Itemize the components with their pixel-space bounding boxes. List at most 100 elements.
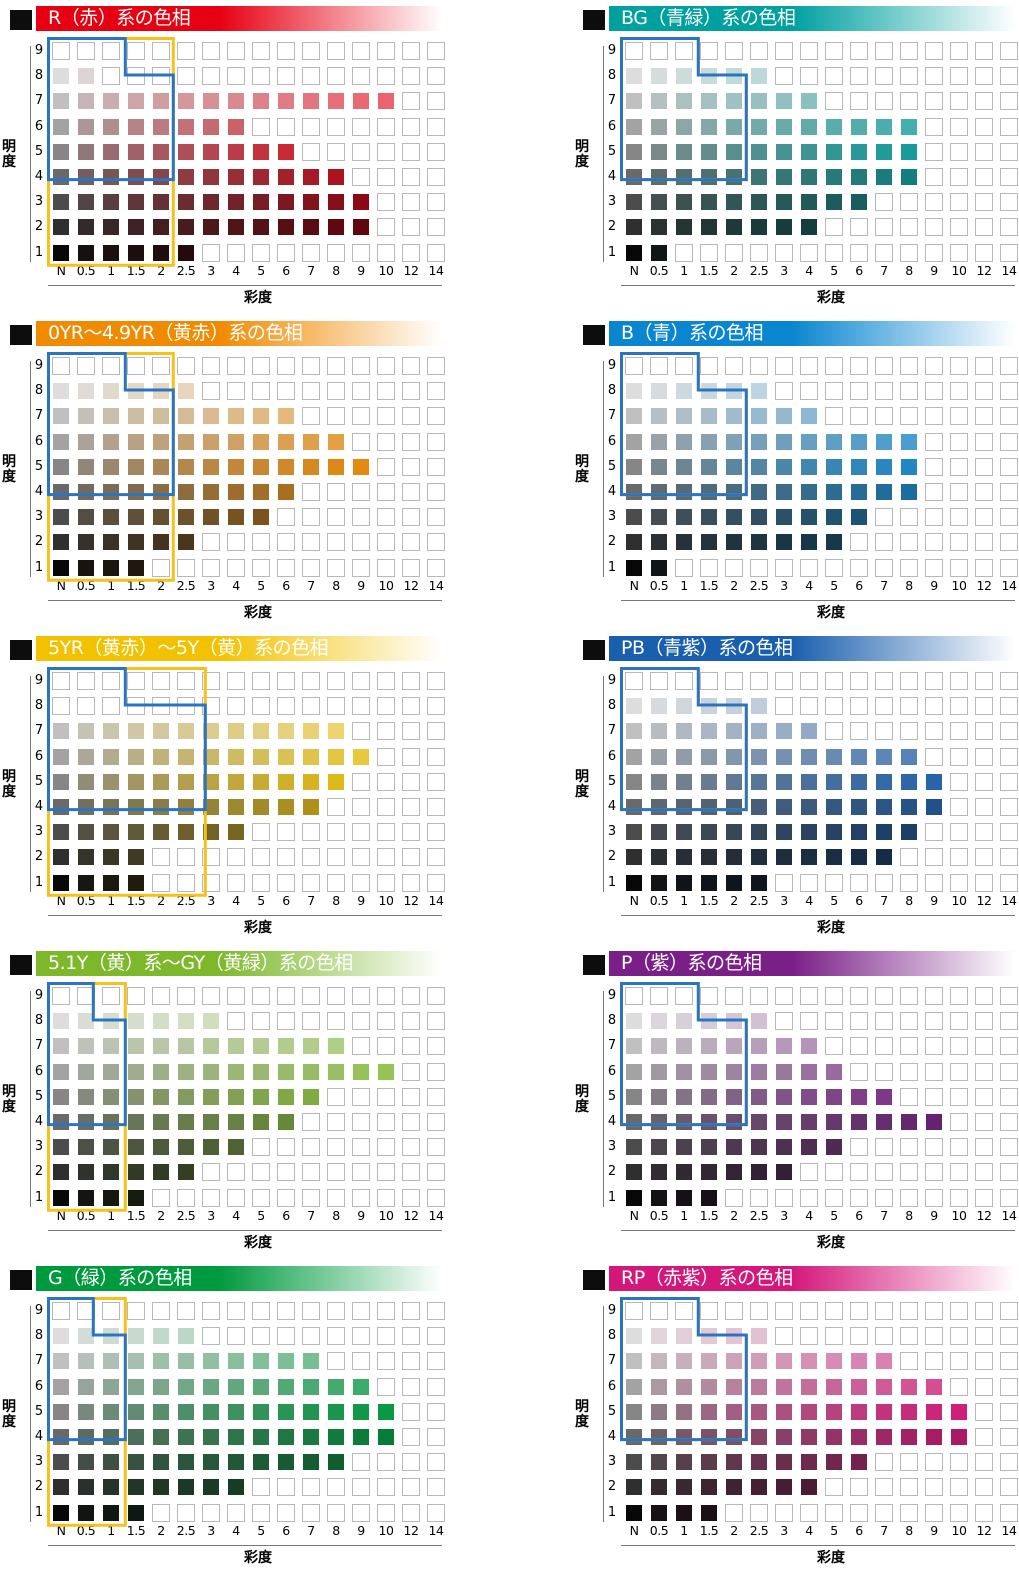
- color-cell: [875, 558, 893, 577]
- color-cell: [625, 1163, 643, 1182]
- chroma-label: 4: [805, 578, 813, 593]
- color-cell: [402, 1163, 420, 1182]
- color-cell: [377, 92, 395, 111]
- hue-panel: PB（青紫）系の色相 明度 9 8 7 6 5 4 3 2 1 N 0.5 1 1.5 2 2.5 3 4 5 6 7 8 9…: [575, 636, 1019, 946]
- color-cell: [850, 533, 868, 552]
- chroma-label: 1: [107, 1208, 115, 1223]
- color-cell: [850, 92, 868, 111]
- color-cell: [850, 382, 868, 401]
- color-cell: [377, 1113, 395, 1131]
- color-cell: [1000, 873, 1018, 892]
- color-cell: [377, 1352, 395, 1371]
- color-cell: [52, 1012, 70, 1031]
- color-cell: [875, 243, 893, 262]
- color-cell: [302, 697, 320, 716]
- value-label: 9: [607, 1303, 617, 1318]
- color-cell: [277, 67, 295, 86]
- color-cell: [875, 1087, 893, 1106]
- color-cell: [625, 218, 643, 237]
- color-cell: [427, 722, 445, 741]
- color-cell: [900, 357, 918, 375]
- color-cell: [625, 1352, 643, 1371]
- color-cell: [725, 432, 743, 451]
- color-cell: [800, 1428, 818, 1446]
- color-cell: [77, 798, 95, 816]
- color-cell: [77, 508, 95, 527]
- color-cell: [102, 42, 120, 60]
- color-cell: [950, 1012, 968, 1031]
- color-cell: [900, 558, 918, 577]
- color-cell: [825, 42, 843, 60]
- color-cell: [875, 117, 893, 136]
- color-cell: [900, 407, 918, 426]
- value-label: 7: [607, 93, 617, 109]
- color-cell: [675, 1163, 693, 1182]
- color-cell: [127, 92, 145, 111]
- chroma-axis-line: [48, 1230, 442, 1231]
- color-cell: [127, 1087, 145, 1106]
- color-cell: [650, 1113, 668, 1131]
- color-cell: [975, 1453, 993, 1472]
- color-cell: [302, 1037, 320, 1056]
- color-cell: [875, 533, 893, 552]
- color-cell: [800, 873, 818, 892]
- color-cell: [850, 1012, 868, 1031]
- color-cell: [402, 457, 420, 476]
- color-cell: [1000, 1163, 1018, 1182]
- color-cell: [925, 168, 943, 186]
- color-cell: [227, 1327, 245, 1346]
- chroma-axis-title: 彩度: [817, 1550, 845, 1566]
- color-cell: [700, 432, 718, 451]
- value-axis-title: 明度: [2, 1399, 16, 1430]
- color-cell: [277, 42, 295, 60]
- color-cell: [625, 193, 643, 212]
- color-cell: [800, 1138, 818, 1157]
- color-cell: [725, 1163, 743, 1182]
- value-axis-line: [603, 1306, 604, 1522]
- color-cell: [152, 483, 170, 501]
- color-cell: [177, 1138, 195, 1157]
- color-cell: [202, 1062, 220, 1081]
- color-cell: [202, 1402, 220, 1421]
- color-cell: [925, 1113, 943, 1131]
- color-cell: [1000, 1352, 1018, 1371]
- value-label: 2: [607, 534, 617, 550]
- value-label: 1: [607, 244, 617, 260]
- color-cell: [875, 1453, 893, 1472]
- color-cell: [427, 1503, 445, 1522]
- color-cell: [925, 1302, 943, 1320]
- color-cell: [177, 697, 195, 716]
- color-cell: [277, 407, 295, 426]
- color-cell: [202, 1037, 220, 1056]
- color-cell: [825, 672, 843, 690]
- color-cell: [152, 1352, 170, 1371]
- color-cell: [52, 142, 70, 161]
- color-cell: [402, 1428, 420, 1446]
- color-cell: [427, 218, 445, 237]
- value-axis-title: 明度: [2, 454, 16, 485]
- color-cell: [202, 67, 220, 86]
- color-cell: [725, 1352, 743, 1371]
- color-cell: [1000, 772, 1018, 791]
- color-cell: [925, 1428, 943, 1446]
- value-label: 1: [34, 874, 44, 890]
- color-cell: [252, 672, 270, 690]
- color-cell: [725, 1113, 743, 1131]
- color-cell: [277, 1302, 295, 1320]
- color-cell: [925, 848, 943, 867]
- panel-title-bar: R（赤）系の色相: [10, 6, 442, 31]
- color-cell: [377, 533, 395, 552]
- color-cell: [800, 987, 818, 1005]
- color-cell: [975, 457, 993, 476]
- color-cell: [402, 823, 420, 842]
- chroma-label: 9: [357, 1523, 365, 1538]
- color-cell: [675, 193, 693, 212]
- color-cell: [925, 798, 943, 816]
- color-cell: [402, 722, 420, 741]
- color-cell: [800, 1503, 818, 1522]
- color-cell: [875, 42, 893, 60]
- value-label: 6: [607, 1378, 617, 1394]
- color-cell: [152, 1478, 170, 1497]
- color-cell: [950, 987, 968, 1005]
- chroma-label: 2.5: [749, 1208, 769, 1223]
